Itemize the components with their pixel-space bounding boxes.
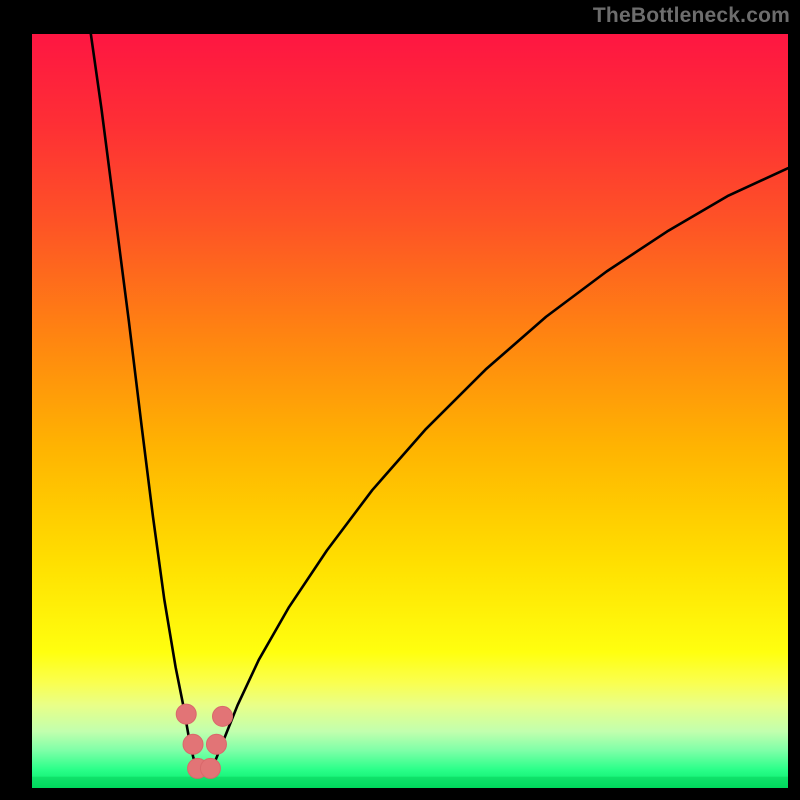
bottleneck-chart: TheBottleneck.com — [0, 0, 800, 800]
watermark-text: TheBottleneck.com — [593, 4, 790, 28]
chart-svg — [0, 0, 800, 800]
